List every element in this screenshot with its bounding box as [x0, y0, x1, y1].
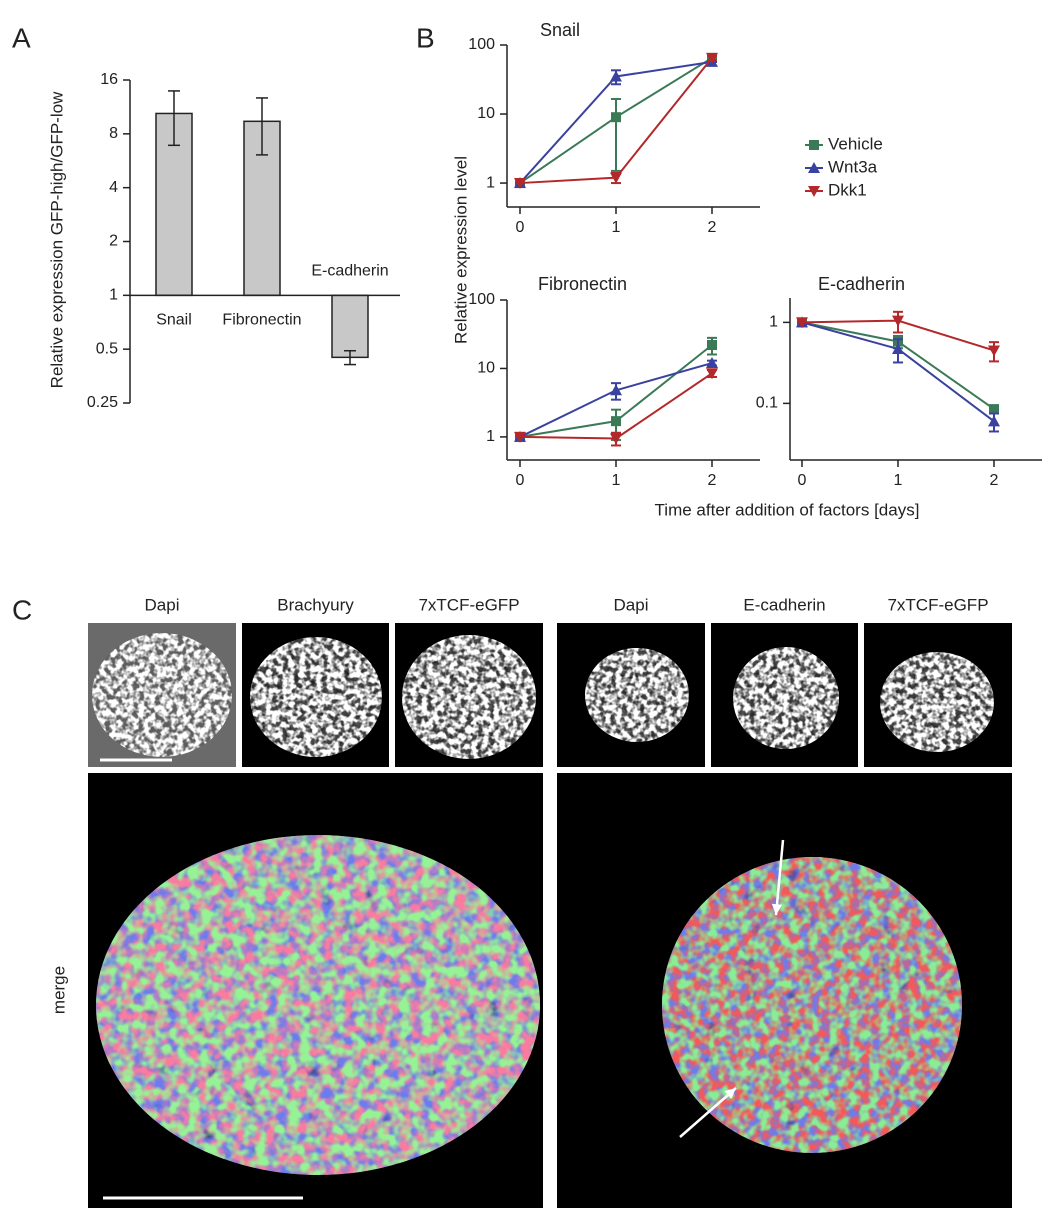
chart-title: Fibronectin — [538, 274, 627, 294]
marker — [610, 172, 622, 184]
marker — [706, 357, 718, 369]
y-tick-label: 4 — [109, 179, 118, 196]
marker — [707, 340, 717, 351]
error-bar — [611, 98, 621, 172]
arrow — [771, 839, 785, 916]
y-tick-label: 2 — [109, 233, 118, 250]
marker — [892, 342, 904, 354]
legend-label: Wnt3a — [828, 157, 878, 176]
y-tick-label: 8 — [109, 125, 118, 142]
chart: 1 10 100 Snail 0 1 2 Vehicle Wnt3a Dkk1 — [468, 20, 883, 236]
marker — [706, 368, 718, 380]
legend-label: Vehicle — [828, 134, 883, 153]
chart-title: E-cadherin — [818, 274, 905, 294]
image-label: E-cadherin — [743, 595, 825, 614]
chart-title: Snail — [540, 20, 580, 40]
x-tick-label: E-cadherin — [311, 263, 388, 280]
x-tick-label: 0 — [798, 472, 807, 489]
marker — [892, 315, 904, 327]
y-tick-label: 16 — [100, 71, 118, 88]
marker — [610, 384, 622, 396]
chart: 0.1 1 E-cadherin 0 1 2 — [756, 274, 1042, 489]
x-tick-label: 1 — [612, 219, 621, 236]
image-label: 7xTCF-eGFP — [418, 595, 519, 614]
micrograph — [242, 623, 389, 767]
error-bar — [256, 97, 268, 156]
y-tick-label: 1 — [109, 287, 118, 304]
image-label: Brachyury — [277, 595, 354, 614]
x-tick-label: 1 — [894, 472, 903, 489]
arrow — [679, 1087, 737, 1138]
y-tick-label: 100 — [468, 36, 495, 53]
panel-label: A — [12, 22, 31, 53]
legend-item: Vehicle — [805, 134, 883, 153]
x-tick-label: 2 — [990, 472, 999, 489]
marker — [514, 431, 526, 443]
y-tick-label: 0.5 — [96, 340, 118, 357]
marker — [706, 52, 718, 64]
legend-marker — [808, 162, 820, 173]
y-tick-label: 0.25 — [87, 394, 118, 411]
marker — [796, 317, 808, 329]
image-label: Dapi — [614, 595, 649, 614]
y-tick-label: 10 — [477, 105, 495, 122]
x-tick-label: Snail — [156, 312, 192, 329]
micrograph — [88, 773, 543, 1208]
marker — [611, 416, 621, 427]
micrograph — [864, 623, 1012, 767]
error-bar — [344, 349, 356, 366]
marker — [610, 70, 622, 82]
marker — [514, 178, 526, 190]
y-axis-label: Relative expression level — [451, 156, 470, 344]
bar — [331, 294, 369, 359]
marker — [610, 433, 622, 445]
y-tick-label: 1 — [769, 314, 778, 331]
legend-item: Dkk1 — [805, 180, 867, 199]
panel-label: C — [12, 594, 32, 625]
marker — [989, 404, 999, 415]
x-tick-label: 1 — [612, 472, 621, 489]
y-tick-label: 0.1 — [756, 395, 778, 412]
legend-label: Dkk1 — [828, 180, 867, 199]
marker — [611, 112, 621, 123]
legend-marker — [809, 140, 819, 150]
chart: 0.25 0.5 1 2 4 8 16 Snail Fibronectin E-cadherin — [87, 71, 400, 411]
panel-label: B — [416, 22, 435, 53]
micrograph — [557, 623, 705, 767]
y-tick-label: 1 — [486, 428, 495, 445]
x-tick-label: 2 — [708, 219, 717, 236]
legend-item: Wnt3a — [805, 157, 878, 176]
image-label: 7xTCF-eGFP — [887, 595, 988, 614]
micrograph — [711, 623, 858, 767]
x-tick-label: 0 — [516, 472, 525, 489]
marker — [988, 415, 1000, 427]
x-tick-label: 2 — [708, 472, 717, 489]
y-tick-label: 1 — [486, 174, 495, 191]
micrograph — [88, 623, 236, 767]
y-axis-label: Relative expression GFP-high/GFP-low — [47, 91, 66, 388]
chart: 1 10 100 Fibronectin 0 1 2 — [468, 274, 760, 489]
legend-marker — [808, 186, 820, 197]
y-tick-label: 10 — [477, 360, 495, 377]
y-tick-label: 100 — [468, 291, 495, 308]
x-axis-label: Time after addition of factors [days] — [655, 500, 920, 519]
x-tick-label: 0 — [516, 219, 525, 236]
error-bar — [168, 90, 180, 147]
marker — [988, 345, 1000, 357]
row-label: merge — [49, 966, 68, 1014]
micrograph — [557, 773, 1012, 1208]
micrograph — [395, 623, 543, 767]
image-label: Dapi — [145, 595, 180, 614]
x-tick-label: Fibronectin — [222, 312, 301, 329]
